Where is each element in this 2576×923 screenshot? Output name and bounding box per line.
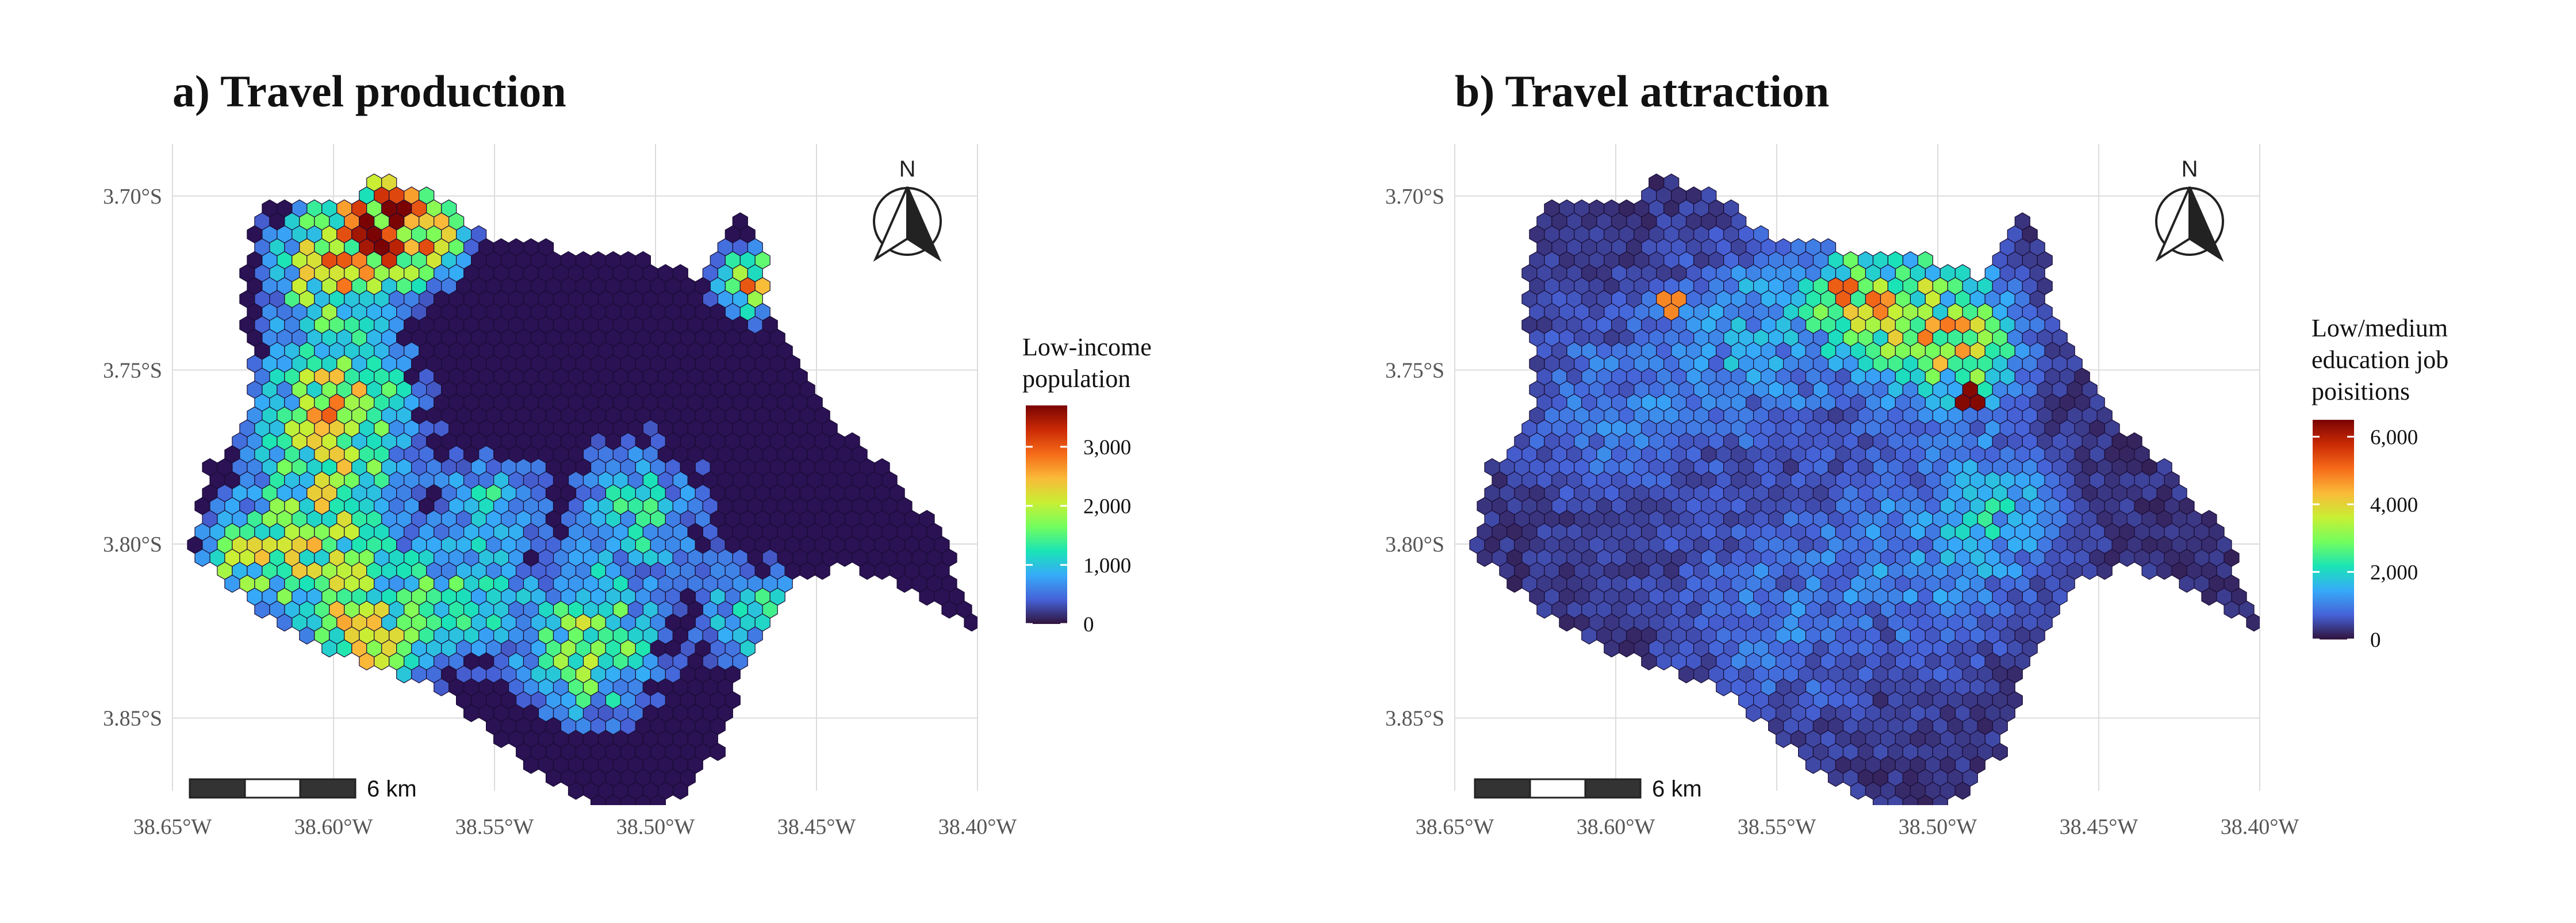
legend-title-line-2: education job [2312, 346, 2448, 374]
lon-tick-label: 38.45°W [2060, 815, 2138, 839]
lon-tick-label: 38.40°W [938, 815, 1017, 839]
hex-cell [590, 794, 607, 805]
lon-tick-label: 38.50°W [1899, 815, 1977, 839]
hex-cell [964, 613, 977, 632]
hex-cell [605, 794, 622, 805]
legend-ticks: 0 2,000 4,000 6,000 [2313, 426, 2418, 652]
legend-tick-label: 6,000 [2370, 426, 2418, 449]
lat-tick-label: 3.70°S [1385, 185, 1444, 209]
legend: Low-income population 0 1,000 2,000 3,000 [1022, 333, 1152, 637]
north-label: N [899, 156, 916, 182]
hex-cell [1887, 794, 1903, 805]
lat-tick-label: 3.75°S [103, 358, 162, 382]
lat-tick-label: 3.85°S [1385, 707, 1444, 731]
graticule: 38.65°W 38.60°W 38.55°W 38.50°W 38.45°W 38.40… [1385, 144, 2299, 839]
scale-bar: 6 km [189, 776, 417, 802]
hex-cell [1872, 794, 1888, 805]
hex-cell [1917, 794, 1933, 805]
lat-tick-label: 3.80°S [103, 533, 162, 557]
lon-tick-label: 38.60°W [1577, 815, 1655, 839]
north-label: N [2182, 156, 2198, 182]
panel-title: a) Travel production [172, 66, 566, 116]
north-arrow: N [873, 156, 942, 262]
legend-tick-label: 1,000 [1083, 554, 1131, 577]
legend-ticks: 0 1,000 2,000 3,000 [1026, 436, 1131, 637]
legend-tick-label: 3,000 [1083, 436, 1131, 459]
lon-tick-label: 38.65°W [133, 815, 212, 839]
panel-attraction: b) Travel attraction 38.65°W 38.60°W 38.55… [1385, 66, 2448, 839]
lon-tick-label: 38.55°W [455, 815, 534, 839]
legend-tick-label: 0 [2370, 629, 2381, 652]
legend-tick-label: 2,000 [2370, 561, 2418, 584]
legend-colorbar [1026, 405, 1067, 624]
lon-tick-label: 38.60°W [294, 815, 373, 839]
lat-tick-label: 3.80°S [1385, 533, 1444, 557]
hex-cell [1992, 742, 2008, 761]
scale-bar: 6 km [1474, 776, 1702, 802]
hex-cell [2096, 561, 2113, 580]
scale-label: 6 km [367, 776, 417, 802]
hex-cell [620, 794, 637, 805]
scale-label: 6 km [1652, 776, 1702, 802]
legend-title-line-1: Low-income [1022, 333, 1152, 361]
hex-cell [1954, 782, 1971, 800]
legend-title-line-3: poisitions [2312, 377, 2410, 405]
lat-tick-label: 3.85°S [103, 707, 162, 731]
lon-tick-label: 38.45°W [777, 815, 856, 839]
hex-cell [2246, 613, 2260, 632]
lat-tick-label: 3.75°S [1385, 358, 1444, 382]
legend: Low/medium education job poisitions 0 2,0… [2312, 314, 2448, 652]
legend-title-line-2: population [1022, 365, 1130, 393]
panel-title: b) Travel attraction [1455, 66, 1829, 116]
lon-tick-label: 38.50°W [616, 815, 695, 839]
hex-cell [710, 742, 726, 761]
lat-tick-label: 3.70°S [103, 185, 162, 209]
hex-cell [650, 794, 666, 805]
lon-tick-label: 38.65°W [1416, 815, 1494, 839]
hex-map [1469, 173, 2260, 805]
hex-cell [1902, 794, 1918, 805]
legend-tick-label: 2,000 [1083, 495, 1131, 519]
hex-cell [1932, 794, 1948, 805]
legend-tick-label: 4,000 [2370, 493, 2418, 517]
hex-cell [814, 561, 830, 580]
hex-cell [635, 794, 651, 805]
legend-colorbar [2313, 420, 2354, 639]
north-arrow: N [2155, 156, 2224, 262]
legend-tick-label: 0 [1083, 613, 1094, 637]
lon-tick-label: 38.40°W [2221, 815, 2299, 839]
legend-title-line-1: Low/medium [2312, 314, 2448, 342]
lon-tick-label: 38.55°W [1738, 815, 1816, 839]
hex-map [187, 173, 977, 805]
hex-cell [672, 782, 688, 800]
panel-production: a) Travel production 38.65°W 38.60°W 38.55… [103, 66, 1152, 839]
